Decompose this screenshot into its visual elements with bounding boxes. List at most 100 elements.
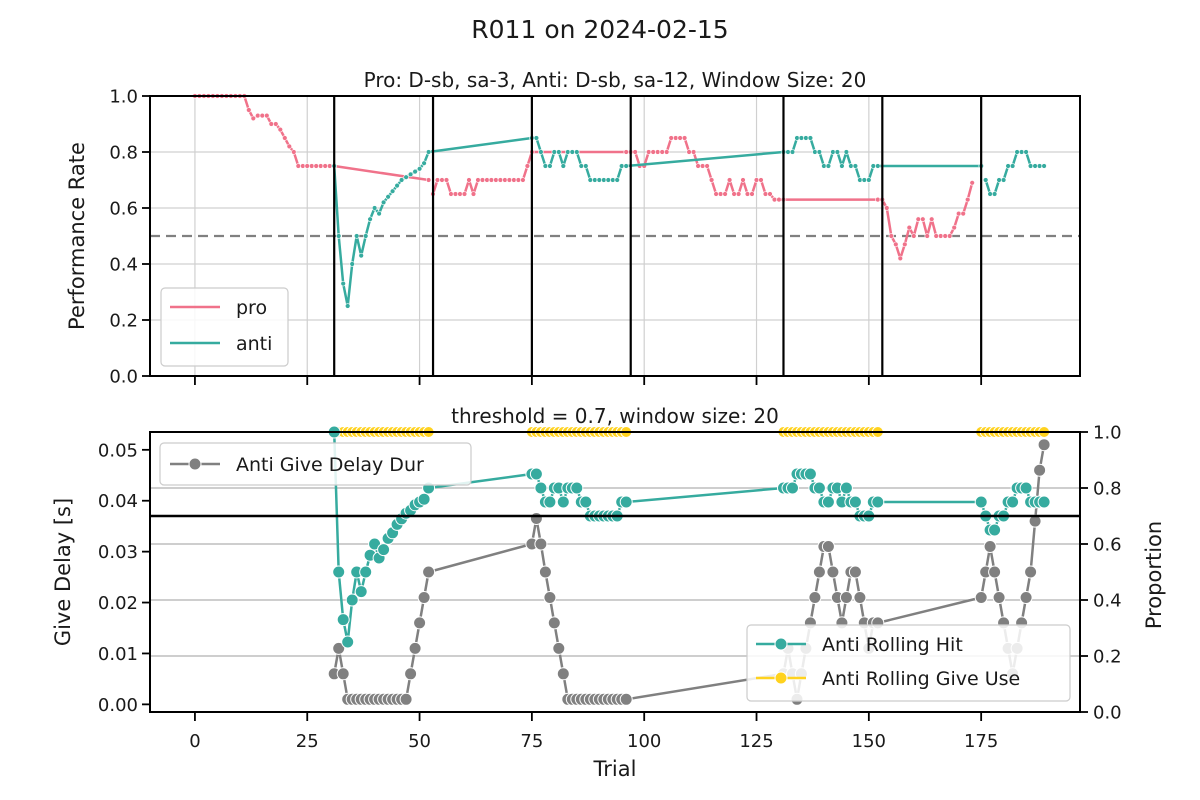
give-delay-point (417, 591, 431, 604)
give-delay-point (556, 667, 570, 681)
top-series-anti-line (535, 137, 784, 182)
top-series-pro-point (439, 177, 445, 183)
top-series-pro-point (452, 191, 459, 197)
rolling-hit-point (529, 467, 543, 481)
give-delay-point (332, 641, 346, 655)
top-series-pro-point (924, 233, 930, 239)
bottom-x-tick-label: 0 (189, 731, 200, 752)
give-delay-point (812, 565, 826, 579)
rolling-hit-point (619, 495, 633, 509)
give-delay-point (821, 540, 835, 553)
top-series-anti-point (340, 280, 346, 287)
top-series-pro-point (632, 149, 638, 155)
top-series-pro-point (286, 143, 292, 150)
legend-give-use-label: Anti Rolling Give Use (822, 668, 1020, 690)
top-series-anti-point (421, 160, 427, 166)
top-series-pro-point (937, 233, 944, 239)
top-series-pro-point (457, 191, 463, 197)
give-delay-point (552, 641, 566, 655)
top-series-pro-point (893, 241, 899, 248)
top-series-anti-point (345, 303, 351, 309)
top-series-pro-point (875, 196, 881, 203)
top-legend: pro anti (160, 287, 289, 367)
top-series-pro-point (663, 149, 670, 155)
top-chart-title: Pro: D-sb, sa-3, Anti: D-sb, sa-12, Wind… (364, 68, 867, 92)
top-series-anti-point (875, 163, 881, 169)
rolling-hit-point (848, 495, 862, 509)
top-y-axis-label: Performance Rate (65, 142, 89, 330)
figure-title: R011 on 2024-02-15 (471, 15, 728, 44)
rolling-hit-point (377, 543, 391, 557)
top-series-pro-point (246, 107, 252, 113)
top-series-pro-point (650, 149, 656, 155)
rolling-hit-point (579, 495, 593, 509)
top-series-anti-point (991, 191, 998, 197)
bottom-y-tick-label: 0.04 (98, 491, 138, 512)
top-series-anti-point (398, 177, 405, 183)
top-series-anti-point (821, 163, 827, 169)
rolling-hit-point (1019, 481, 1033, 495)
rolling-hit-point (974, 495, 988, 509)
top-series-pro-point (672, 135, 679, 141)
top-series-pro-point (524, 163, 531, 169)
rolling-hit-point (417, 492, 431, 506)
top-series-pro-point (897, 255, 903, 262)
top-series-anti-point (1027, 163, 1034, 169)
top-series-pro-point (920, 216, 926, 222)
give-delay-point (422, 565, 436, 579)
bottom-legend-left: Anti Give Delay Dur (159, 442, 472, 486)
top-series-anti-point (803, 135, 809, 141)
top-series-pro-point (722, 191, 728, 197)
top-series-pro-point (744, 191, 751, 197)
top-series-pro-point (277, 126, 283, 133)
top-series-pro-point (493, 177, 499, 183)
top-series-anti-point (407, 171, 414, 178)
top-series-anti-point (583, 163, 589, 169)
top-series-anti-point (389, 188, 396, 194)
top-plot-frame (149, 95, 1081, 377)
top-series-pro-point (699, 163, 706, 169)
top-series-pro-point (767, 191, 773, 197)
top-series-pro-point (295, 163, 301, 169)
top-series-anti-point (857, 177, 863, 183)
top-series-anti-point (592, 177, 598, 183)
rolling-hit-point (359, 565, 373, 579)
top-series-anti-point (987, 191, 993, 197)
give-delay-point (1019, 591, 1033, 604)
top-series-pro-point (704, 163, 710, 169)
top-series-anti-point (376, 210, 382, 217)
top-series-anti-point (358, 252, 364, 259)
top-series-anti-point (794, 135, 800, 141)
top-series-anti-point (807, 135, 814, 141)
bottom-x-tick-label: 50 (408, 731, 431, 752)
top-series-pro-point (902, 241, 908, 248)
top-series-anti-point (542, 163, 549, 169)
top-series-pro-point (448, 191, 454, 197)
top-series-pro-point (717, 191, 724, 197)
top-series-anti-point (1023, 149, 1029, 155)
top-series-anti-point (830, 149, 836, 155)
bottom-right-y-tick-label: 1.0 (1093, 423, 1122, 444)
bottom-legend-left-box (159, 442, 472, 486)
top-series-pro-point (273, 121, 279, 127)
top-series-pro-point (915, 216, 921, 222)
rolling-hit-point (570, 481, 584, 495)
top-series-anti-point (533, 135, 540, 141)
rolling-hit-point (803, 467, 817, 481)
top-series-anti-point (336, 233, 342, 239)
top-series-pro-point (955, 210, 962, 217)
top-series-anti-point (416, 166, 423, 172)
top-series-pro-point (735, 191, 742, 197)
top-series-pro-point (488, 177, 495, 183)
top-series-anti-point (380, 199, 387, 206)
top-y-tick-label: 0.4 (109, 255, 138, 276)
top-series-pro-point (479, 177, 486, 183)
top-series-anti-point (412, 168, 418, 175)
bottom-y-tick-label: 0.05 (98, 440, 138, 461)
top-series-anti-point (843, 149, 850, 155)
top-series-pro-point (942, 233, 948, 239)
bottom-x-tick-label: 75 (520, 731, 543, 752)
top-series-anti-point (825, 163, 832, 169)
bottom-y-tick-label: 0.02 (98, 593, 138, 614)
